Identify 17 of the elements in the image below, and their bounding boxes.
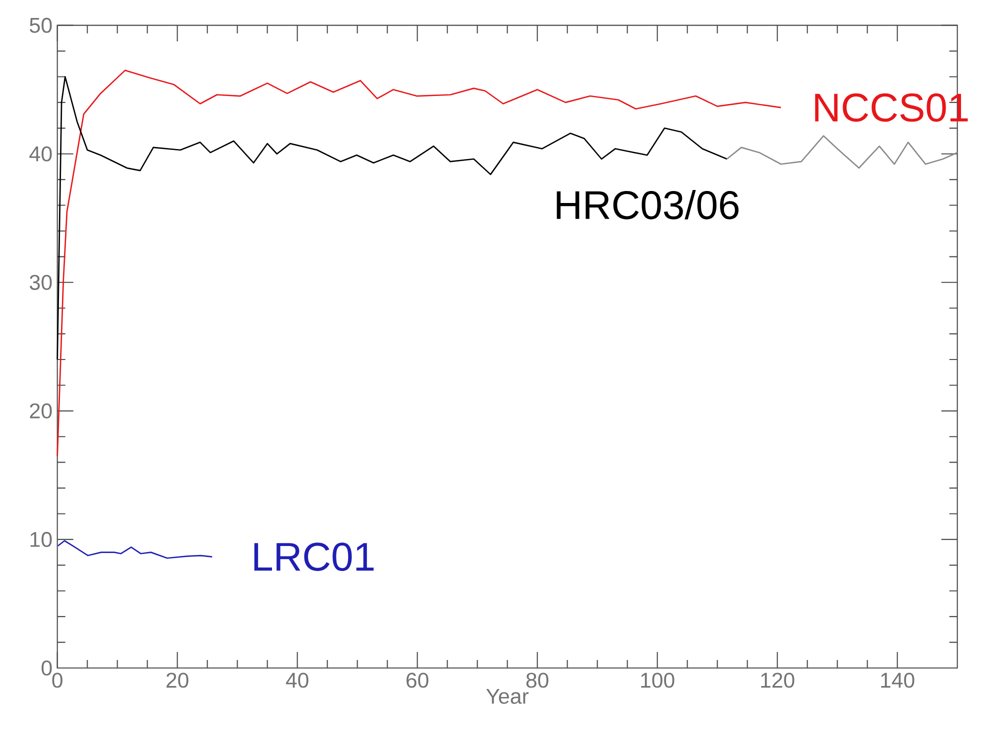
y-tick-label: 40: [29, 146, 52, 162]
y-tick-label: 0: [42, 660, 52, 676]
y-tick-label: 30: [30, 274, 52, 290]
x-axis-title: Year: [486, 688, 529, 704]
x-tick-label: 20: [166, 672, 188, 688]
x-tick-label: 0: [52, 672, 62, 688]
y-tick-label: 50: [30, 18, 52, 33]
y-tick-label: 10: [30, 532, 52, 547]
series-label: HRC03/06: [556, 190, 739, 220]
series-label: LRC01: [254, 542, 374, 571]
y-tick-label: 20: [30, 403, 52, 418]
x-tick-label: 120: [761, 672, 794, 688]
x-tick-label: 60: [406, 672, 428, 688]
x-tick-label: 100: [641, 672, 674, 688]
x-tick-label: 140: [881, 672, 914, 688]
x-tick-label: 40: [286, 672, 308, 688]
x-tick-label: 80: [526, 672, 548, 688]
